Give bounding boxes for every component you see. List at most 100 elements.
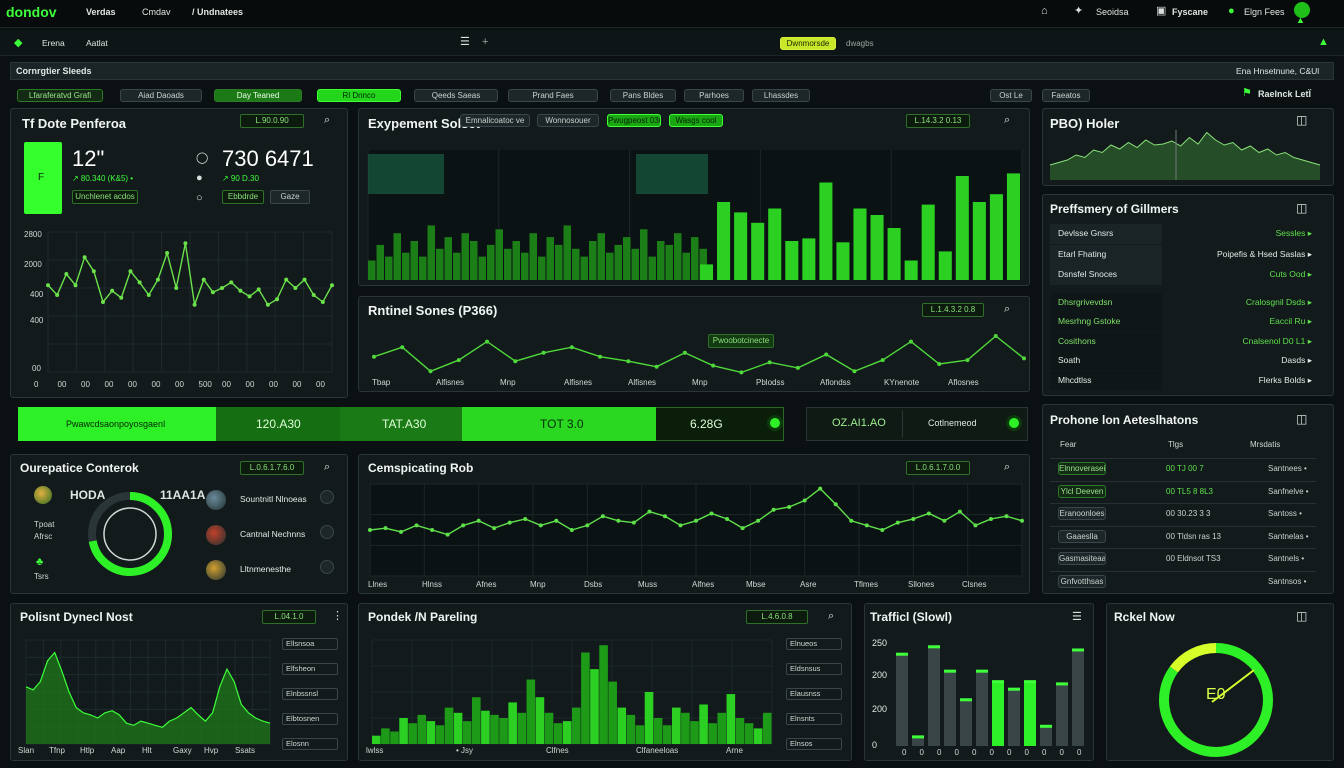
item-action-button[interactable] xyxy=(320,525,334,539)
list-item[interactable] xyxy=(1050,351,1162,370)
search-icon[interactable]: ⌕ xyxy=(324,114,331,126)
table-cell-badge[interactable]: Eranoonloes xyxy=(1058,507,1106,520)
car-icon[interactable]: ◫ xyxy=(1296,412,1308,426)
search-icon[interactable]: ⌕ xyxy=(828,610,835,622)
avatar[interactable] xyxy=(1294,2,1310,18)
metric-button-b[interactable]: Gaze xyxy=(270,190,310,204)
shield-icon[interactable]: ◆ xyxy=(14,37,23,49)
filter-chip[interactable]: Aiad Daoads xyxy=(120,89,202,102)
nav-item[interactable]: Erena xyxy=(42,38,65,48)
filter-chip[interactable]: Ost Le xyxy=(990,89,1032,102)
bar-cap xyxy=(1056,682,1068,686)
metric-button-a[interactable]: Ebbdrde xyxy=(222,190,264,204)
filter-chip[interactable]: Rl Dnnco xyxy=(317,89,401,102)
pin-icon[interactable]: ✦ xyxy=(1074,5,1084,17)
app-logo[interactable]: dondov xyxy=(6,4,57,20)
side-button[interactable]: Elbtosnen xyxy=(282,713,338,725)
list-item-label: Mesrhng Gstoke xyxy=(1058,316,1121,326)
grid-icon[interactable]: ⋮ xyxy=(332,610,343,622)
list-item[interactable] xyxy=(1050,224,1162,244)
car-icon[interactable]: ◫ xyxy=(1296,609,1308,623)
item-action-button[interactable] xyxy=(320,560,334,574)
metric-big-right: 730 6471 xyxy=(222,146,314,171)
filter-chip[interactable]: Pans Bldes xyxy=(610,89,676,102)
top-right-item[interactable]: Elgn Fees xyxy=(1244,7,1285,17)
top-right-item[interactable]: Seoidsa xyxy=(1096,7,1129,17)
data-point xyxy=(265,302,270,307)
holer-area-chart xyxy=(1049,130,1321,180)
search-icon[interactable]: ⌕ xyxy=(1004,461,1011,473)
side-button[interactable]: Elausnss xyxy=(786,688,842,700)
search-icon[interactable]: ⌕ xyxy=(1004,114,1011,126)
doc-icon[interactable]: ▣ xyxy=(1156,5,1167,17)
flag-icon[interactable]: ⚑ xyxy=(1242,87,1252,99)
item-action-button[interactable] xyxy=(320,490,334,504)
tab[interactable]: Wasgs cool xyxy=(669,114,723,127)
filter-chip[interactable]: Qeeds Saeas xyxy=(414,89,498,102)
car-icon[interactable]: ◫ xyxy=(1296,201,1308,215)
list-item[interactable] xyxy=(1050,370,1162,390)
home-icon[interactable]: ⌂ xyxy=(1041,5,1048,17)
status-badge[interactable]: Dwnmorsde xyxy=(780,37,836,50)
tab[interactable]: Wonnosouer xyxy=(537,114,599,127)
top-menu-item[interactable]: Cmdav xyxy=(142,7,171,17)
table-cell-badge[interactable]: Gnfvotthsas xyxy=(1058,574,1106,588)
panel-chip[interactable]: L.0.6.1.7.6.0 xyxy=(240,461,304,475)
menu-icon[interactable]: ☰ xyxy=(1072,611,1082,623)
x-tick: 0 xyxy=(954,748,959,757)
side-button[interactable]: Ellsnsoa xyxy=(282,638,338,650)
filter-chip[interactable]: Lhassdes xyxy=(752,89,810,102)
settings-icon[interactable]: ▲ xyxy=(1318,36,1329,48)
side-button[interactable]: Elosnn xyxy=(282,738,338,750)
side-button[interactable]: Elnsos xyxy=(786,738,842,750)
bar xyxy=(904,260,918,280)
tab[interactable]: Pwugpeost 030 xyxy=(607,114,661,127)
summary-toggle[interactable] xyxy=(767,415,783,431)
metric-button[interactable]: Unchlenet acdos xyxy=(72,190,138,204)
nav-item[interactable]: Aatlat xyxy=(86,38,108,48)
filters-right-text[interactable]: Raelnck LetÏ xyxy=(1258,89,1312,99)
panel-chip[interactable]: L.14.3.2 0.13 xyxy=(906,114,970,128)
summary-toggle[interactable] xyxy=(1006,415,1022,431)
panel-sones xyxy=(358,296,1030,392)
side-button[interactable]: Eldsnsus xyxy=(786,663,842,675)
menu-icon[interactable]: ☰ xyxy=(460,36,470,48)
table-cell-badge[interactable]: Gaaeslla xyxy=(1058,529,1106,543)
list-item[interactable] xyxy=(1050,265,1162,285)
top-menu-item[interactable]: / Undnatees xyxy=(192,7,244,17)
data-point xyxy=(256,287,261,292)
list-item[interactable] xyxy=(1050,331,1162,351)
tab[interactable]: Emnalicoatoc ve xyxy=(460,114,530,127)
search-icon[interactable]: ⌕ xyxy=(324,461,331,473)
panel-chip[interactable]: L.4.6.0.8 xyxy=(746,610,808,624)
user-icon[interactable]: ● xyxy=(1228,5,1235,17)
x-tick: Mbse xyxy=(746,580,766,589)
table-cell-badge[interactable]: Gasmasiteaasl xyxy=(1058,552,1106,565)
top-right-item[interactable]: Fyscane xyxy=(1172,7,1209,17)
list-item[interactable] xyxy=(1050,244,1162,265)
panel-chip[interactable]: L.90.0.90 xyxy=(240,114,304,128)
table-cell-badge[interactable]: Ylcl Deeven xyxy=(1058,484,1106,498)
filter-chip[interactable]: Prand Faes xyxy=(508,89,598,102)
side-button[interactable]: Elnbssnsl xyxy=(282,688,338,700)
filter-chip[interactable]: Faeatos xyxy=(1042,89,1090,102)
panel-chip[interactable]: L.1.4.3.2 0.8 xyxy=(922,303,984,317)
side-button[interactable]: Elnsnts xyxy=(786,713,842,725)
car-icon[interactable]: ◫ xyxy=(1296,113,1308,127)
data-point xyxy=(926,511,931,516)
table-cell-badge[interactable]: Elnnoverasei xyxy=(1058,462,1106,475)
wave-bar xyxy=(631,248,639,280)
filter-chip[interactable]: Day Teaned xyxy=(214,89,302,102)
list-item[interactable] xyxy=(1050,292,1162,312)
top-menu-item[interactable]: Verdas xyxy=(86,7,116,17)
panel-chip[interactable]: L.0.6.1.7.0.0 xyxy=(906,461,970,475)
filter-chip[interactable]: Lfaraferatvd Grafi xyxy=(17,89,103,102)
list-item[interactable] xyxy=(1050,312,1162,331)
filter-chip[interactable]: Parhoes xyxy=(684,89,744,102)
add-icon[interactable]: + xyxy=(482,36,489,48)
data-point xyxy=(541,350,546,355)
search-icon[interactable]: ⌕ xyxy=(1004,303,1011,315)
side-button[interactable]: Elfsheon xyxy=(282,663,338,675)
panel-chip[interactable]: L.04.1.0 xyxy=(262,610,316,624)
side-button[interactable]: Elnueos xyxy=(786,638,842,650)
